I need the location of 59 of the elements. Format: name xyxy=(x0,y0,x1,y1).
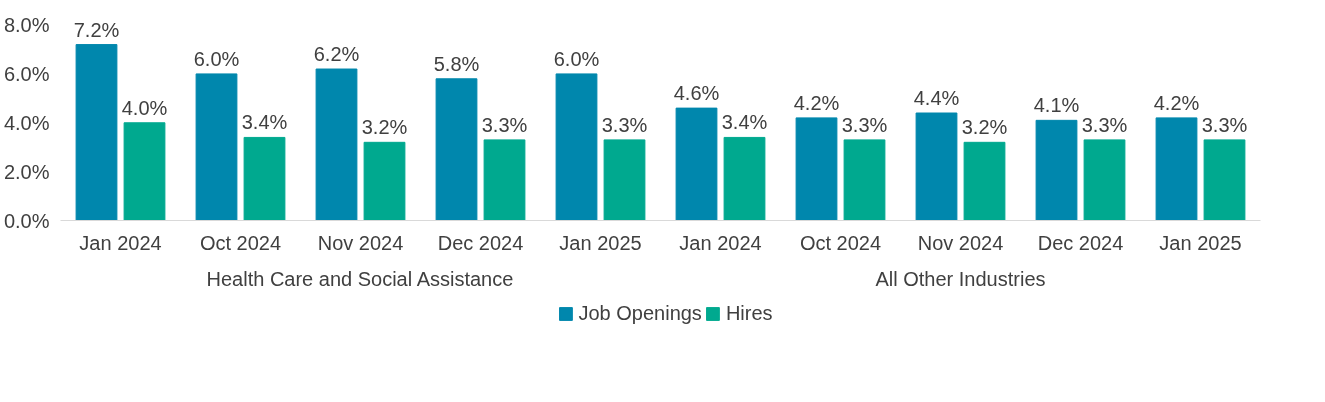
data-label: 6.0% xyxy=(553,47,600,70)
x-tick-label: Nov 2024 xyxy=(317,231,404,254)
data-label: 7.2% xyxy=(73,18,120,41)
data-label: 3.2% xyxy=(961,116,1008,139)
legend-label: Hires xyxy=(725,301,773,325)
x-tick-label: Jan 2025 xyxy=(559,231,642,254)
y-tick-label: 8.0% xyxy=(3,14,50,37)
data-label: 4.1% xyxy=(1033,94,1080,117)
data-label: 4.2% xyxy=(1153,91,1200,114)
bar xyxy=(603,139,646,221)
data-label: 3.3% xyxy=(1081,113,1128,136)
bar xyxy=(843,139,886,221)
data-label: 3.2% xyxy=(361,116,408,139)
y-tick-label: 2.0% xyxy=(3,160,50,183)
bar xyxy=(963,141,1006,221)
data-label: 6.0% xyxy=(193,47,240,70)
bar xyxy=(723,136,766,221)
data-label: 4.6% xyxy=(673,82,720,105)
y-tick-label: 6.0% xyxy=(3,62,50,85)
text: Health Care and Social Assistance xyxy=(206,267,514,290)
bar xyxy=(1155,117,1198,221)
y-tick-label: 0.0% xyxy=(3,209,50,232)
text: All Other Industries xyxy=(875,267,1046,290)
data-label: 3.4% xyxy=(241,111,288,134)
bar xyxy=(75,44,118,221)
bar xyxy=(1203,139,1246,221)
bar xyxy=(795,117,838,221)
data-label: 6.2% xyxy=(313,43,360,66)
bar xyxy=(195,73,238,221)
bar xyxy=(1083,139,1126,221)
x-tick-label: Oct 2024 xyxy=(199,231,282,254)
data-label: 3.3% xyxy=(481,113,528,136)
x-tick-label: Dec 2024 xyxy=(1037,231,1124,254)
bar xyxy=(483,139,526,221)
data-label: 5.8% xyxy=(433,52,480,75)
bar xyxy=(435,78,478,221)
legend-label: Job Openings xyxy=(578,301,702,325)
data-label: 3.3% xyxy=(1201,113,1248,136)
bar xyxy=(1035,119,1078,221)
x-tick-label: Jan 2024 xyxy=(679,231,762,254)
data-label: 3.4% xyxy=(721,111,768,134)
x-tick-label: Oct 2024 xyxy=(799,231,882,254)
data-label: 3.3% xyxy=(841,113,888,136)
x-tick-label: Jan 2024 xyxy=(79,231,162,254)
data-label: 4.0% xyxy=(121,96,168,119)
data-label: 4.4% xyxy=(913,87,960,109)
bar xyxy=(675,107,718,221)
data-label: 3.3% xyxy=(601,113,648,136)
x-tick-label: Nov 2024 xyxy=(917,231,1004,254)
bar xyxy=(555,73,598,221)
y-tick-label: 4.0% xyxy=(3,111,50,134)
bar xyxy=(315,68,358,221)
bar xyxy=(915,112,958,221)
x-tick-label: Dec 2024 xyxy=(437,231,524,254)
bar xyxy=(123,122,166,221)
bar xyxy=(243,136,286,221)
data-label: 4.2% xyxy=(793,91,840,114)
bar xyxy=(363,141,406,221)
x-tick-label: Jan 2025 xyxy=(1159,231,1242,254)
